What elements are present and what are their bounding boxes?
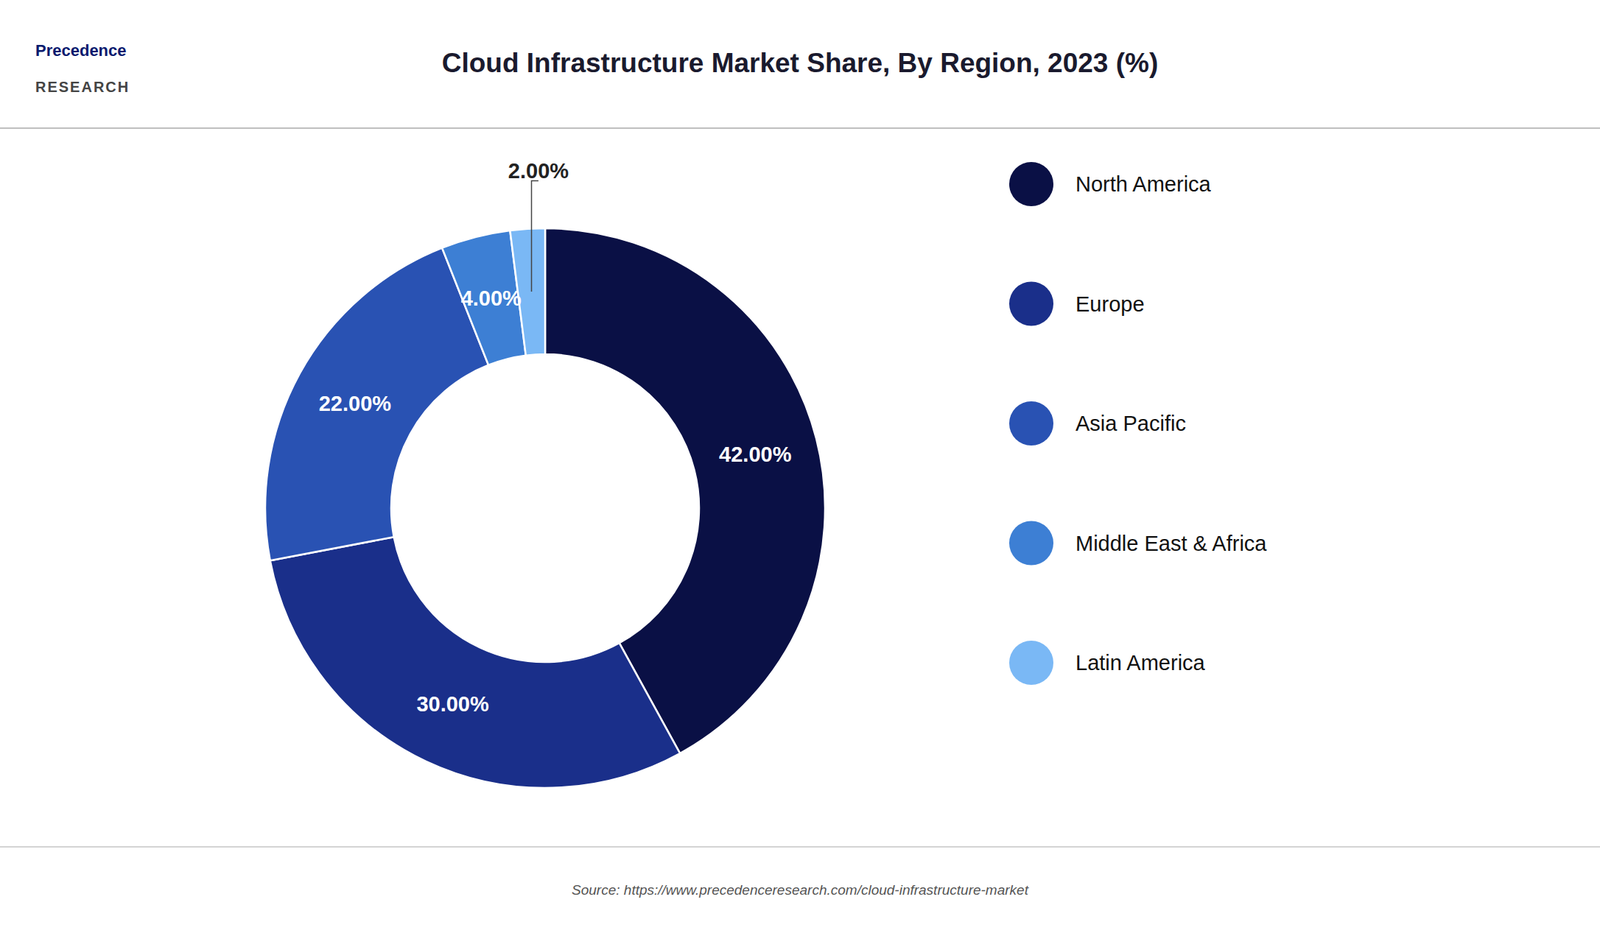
header-rule bbox=[0, 127, 1600, 129]
legend: North America Europe Asia Pacific Middle Ea… bbox=[1009, 162, 1268, 686]
data-label: 2.00% bbox=[508, 159, 569, 183]
data-labels: 42.00% 30.00% 22.00% 4.00% 2.00% bbox=[318, 159, 792, 717]
legend-label: Europe bbox=[1075, 292, 1145, 317]
donut-slice bbox=[270, 537, 680, 789]
legend-swatch bbox=[1009, 640, 1054, 686]
legend-swatch bbox=[1009, 282, 1054, 327]
background bbox=[0, 0, 1600, 947]
data-label: 42.00% bbox=[718, 442, 792, 467]
leader-line bbox=[531, 181, 539, 292]
legend-label: Middle East & Africa bbox=[1075, 531, 1268, 556]
legend-label: Asia Pacific bbox=[1075, 411, 1187, 436]
donut bbox=[265, 228, 826, 789]
footer-rule bbox=[0, 846, 1600, 848]
legend-swatch bbox=[1009, 162, 1054, 207]
data-label: 30.00% bbox=[416, 692, 490, 717]
logo-text: RESEARCH bbox=[35, 78, 130, 96]
donut-slice bbox=[265, 248, 489, 562]
legend-swatch bbox=[1009, 521, 1054, 566]
legend-label: Latin America bbox=[1075, 651, 1206, 675]
data-label: 4.00% bbox=[461, 286, 522, 311]
title: Cloud Infrastructure Market Share, By Re… bbox=[441, 47, 1159, 79]
chart: Precedence RESEARCH Cloud Infrastructure M… bbox=[0, 0, 1600, 947]
legend-label: North America bbox=[1075, 172, 1212, 196]
source-note: Source: https://www.precedenceresearch.c… bbox=[571, 882, 1030, 898]
logo-text: Precedence bbox=[35, 41, 127, 60]
legend-swatch bbox=[1009, 401, 1054, 446]
data-label: 22.00% bbox=[318, 391, 392, 416]
